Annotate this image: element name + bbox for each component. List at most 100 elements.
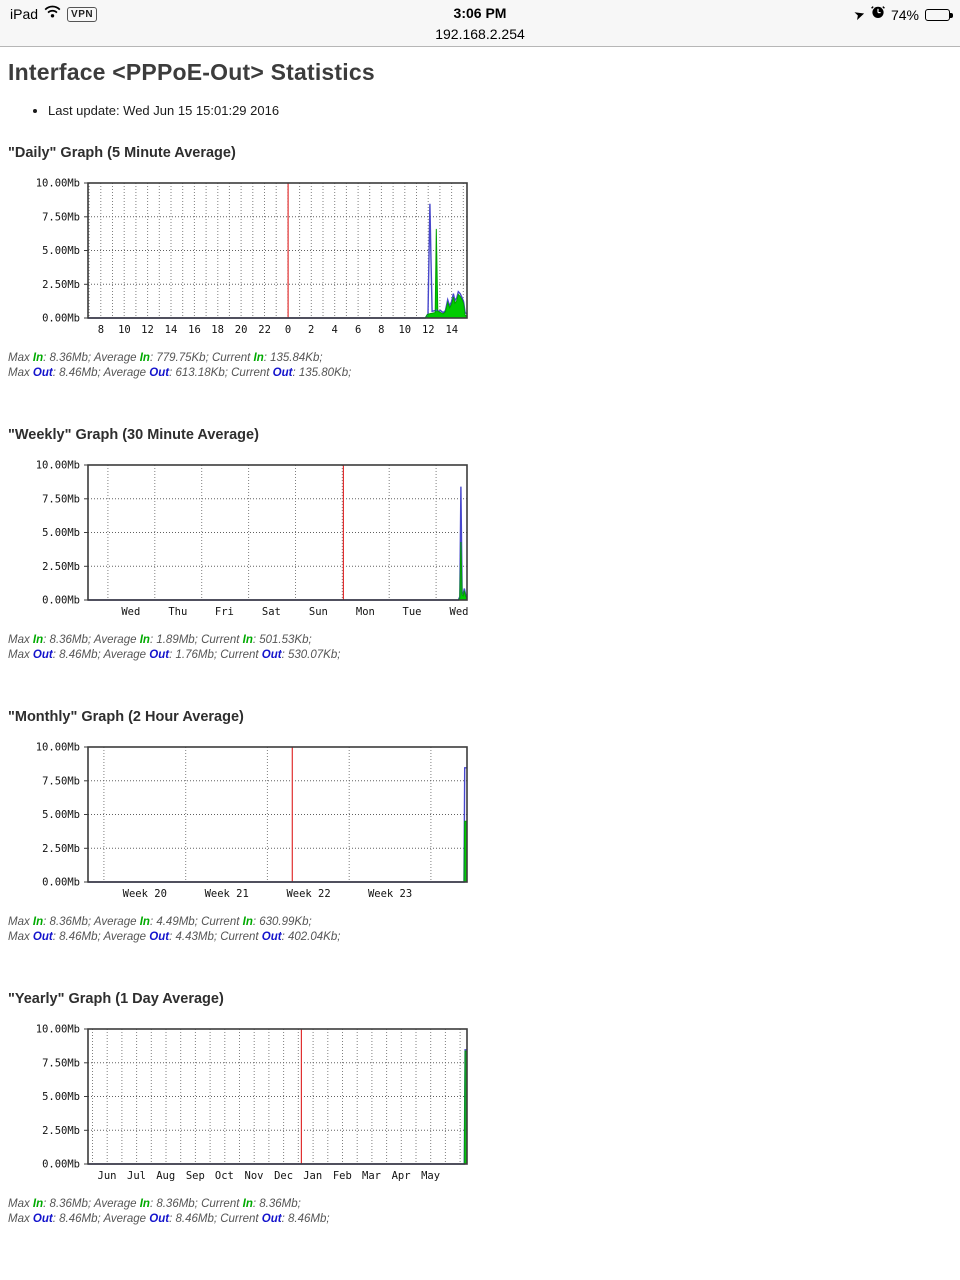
section-heading-daily: "Daily" Graph (5 Minute Average) [8, 145, 236, 161]
out-keyword: Out [32, 649, 53, 661]
wifi-icon [44, 5, 61, 23]
stats-text: : 501.53Kb; [252, 634, 312, 646]
out-keyword: Out [261, 649, 282, 661]
stats-out-line: Max Out: 8.46Mb; Average Out: 8.46Mb; Cu… [8, 1212, 952, 1227]
section-heading-weekly: "Weekly" Graph (30 Minute Average) [8, 427, 259, 443]
svg-text:Tue: Tue [403, 606, 422, 618]
svg-text:8: 8 [98, 324, 104, 336]
svg-text:Week 22: Week 22 [286, 888, 330, 900]
in-keyword: In [139, 916, 150, 928]
svg-text:Week 20: Week 20 [123, 888, 167, 900]
svg-text:4: 4 [332, 324, 338, 336]
svg-text:6: 6 [355, 324, 361, 336]
svg-text:Sat: Sat [262, 606, 281, 618]
daily-stats: Max In: 8.36Mb; Average In: 779.75Kb; Cu… [8, 351, 952, 381]
in-keyword: In [242, 916, 253, 928]
stats-text: : 8.46Mb; [281, 1213, 330, 1225]
page-title: Interface <PPPoE-Out> Statistics [8, 59, 375, 85]
svg-text:14: 14 [445, 324, 458, 336]
svg-text:10.00Mb: 10.00Mb [36, 460, 80, 472]
location-arrow-icon: ➤ [852, 5, 868, 24]
device-label: iPad [10, 6, 39, 22]
section-weekly: "Weekly" Graph (30 Minute Average) 10.00… [8, 427, 952, 663]
out-keyword: Out [261, 931, 282, 943]
svg-text:7.50Mb: 7.50Mb [42, 211, 80, 223]
stats-text: Max [8, 352, 33, 364]
stats-text: : 1.76Mb; Current [169, 649, 262, 661]
svg-text:0.00Mb: 0.00Mb [42, 313, 80, 325]
in-keyword: In [242, 1198, 253, 1210]
svg-text:Feb: Feb [333, 1170, 352, 1182]
svg-text:10.00Mb: 10.00Mb [36, 742, 80, 754]
svg-text:2.50Mb: 2.50Mb [42, 843, 80, 855]
weekly-graph-image: 10.00Mb 7.50Mb 5.00Mb 2.50Mb 0.00Mb Wed Thu Fri… [8, 460, 478, 619]
in-keyword: In [32, 916, 44, 928]
stats-text: Max [8, 916, 33, 928]
stats-in-line: Max In: 8.36Mb; Average In: 4.49Mb; Curr… [8, 915, 952, 930]
address-bar-url[interactable]: 192.168.2.254 [435, 26, 525, 42]
in-keyword: In [32, 1198, 44, 1210]
battery-icon [925, 8, 953, 21]
yearly-stats: Max In: 8.36Mb; Average In: 8.36Mb; Curr… [8, 1197, 952, 1227]
svg-text:12: 12 [141, 324, 154, 336]
stats-text: : 8.36Mb; Current [149, 1198, 243, 1210]
status-bar: iPad VPN 3:06 PM 192.168.2.254 ➤ 74% [0, 0, 960, 47]
stats-text: : 8.36Mb; Average [43, 1198, 140, 1210]
section-monthly: "Monthly" Graph (2 Hour Average) 10.00Mb… [8, 709, 952, 945]
stats-in-line: Max In: 8.36Mb; Average In: 779.75Kb; Cu… [8, 351, 952, 366]
stats-text: : 8.36Mb; Average [43, 634, 140, 646]
svg-text:5.00Mb: 5.00Mb [42, 527, 80, 539]
svg-text:8: 8 [378, 324, 384, 336]
section-daily: "Daily" Graph (5 Minute Average) 10.00Mb… [8, 145, 952, 381]
svg-text:2: 2 [308, 324, 314, 336]
stats-text: : 8.46Mb; Current [169, 1213, 262, 1225]
stats-text: : 613.18Kb; Current [169, 367, 273, 379]
svg-text:7.50Mb: 7.50Mb [42, 493, 80, 505]
stats-text: : 8.46Mb; Average [52, 649, 150, 661]
stats-text: Max [8, 367, 33, 379]
in-keyword: In [242, 634, 253, 646]
svg-text:0.00Mb: 0.00Mb [42, 877, 80, 889]
stats-text: : 630.99Kb; [252, 916, 312, 928]
out-keyword: Out [32, 1213, 53, 1225]
svg-text:0: 0 [285, 324, 291, 336]
svg-text:2.50Mb: 2.50Mb [42, 561, 80, 573]
section-heading-monthly: "Monthly" Graph (2 Hour Average) [8, 709, 244, 725]
out-keyword: Out [149, 1213, 170, 1225]
svg-text:Wed: Wed [450, 606, 469, 618]
svg-text:14: 14 [165, 324, 178, 336]
svg-text:7.50Mb: 7.50Mb [42, 1057, 80, 1069]
section-yearly: "Yearly" Graph (1 Day Average) 10.00Mb 7.… [8, 991, 952, 1227]
out-keyword: Out [32, 931, 53, 943]
stats-text: : 779.75Kb; Current [149, 352, 254, 364]
stats-out-line: Max Out: 8.46Mb; Average Out: 1.76Mb; Cu… [8, 648, 952, 663]
svg-text:Fri: Fri [215, 606, 234, 618]
stats-text: : 8.46Mb; Average [52, 367, 150, 379]
svg-text:Aug: Aug [156, 1170, 175, 1182]
stats-in-line: Max In: 8.36Mb; Average In: 8.36Mb; Curr… [8, 1197, 952, 1212]
svg-text:5.00Mb: 5.00Mb [42, 1091, 80, 1103]
svg-text:Oct: Oct [215, 1170, 234, 1182]
svg-text:0.00Mb: 0.00Mb [42, 595, 80, 607]
monthly-stats: Max In: 8.36Mb; Average In: 4.49Mb; Curr… [8, 915, 952, 945]
svg-text:5.00Mb: 5.00Mb [42, 809, 80, 821]
update-list: Last update: Wed Jun 15 15:01:29 2016 [48, 103, 952, 118]
in-keyword: In [139, 352, 150, 364]
svg-text:20: 20 [235, 324, 248, 336]
svg-text:2.50Mb: 2.50Mb [42, 1125, 80, 1137]
battery-percent: 74% [890, 6, 919, 23]
in-keyword: In [32, 352, 44, 364]
last-update-item: Last update: Wed Jun 15 15:01:29 2016 [48, 103, 952, 118]
svg-text:10: 10 [118, 324, 131, 336]
in-keyword: In [253, 352, 264, 364]
svg-text:Mon: Mon [356, 606, 375, 618]
svg-text:Dec: Dec [274, 1170, 293, 1182]
in-keyword: In [139, 634, 150, 646]
svg-text:18: 18 [211, 324, 224, 336]
stats-text: : 1.89Mb; Current [149, 634, 243, 646]
svg-text:10: 10 [398, 324, 411, 336]
stats-text: Max [8, 649, 33, 661]
svg-text:22: 22 [258, 324, 271, 336]
svg-text:Sep: Sep [186, 1170, 205, 1182]
weekly-stats: Max In: 8.36Mb; Average In: 1.89Mb; Curr… [8, 633, 952, 663]
